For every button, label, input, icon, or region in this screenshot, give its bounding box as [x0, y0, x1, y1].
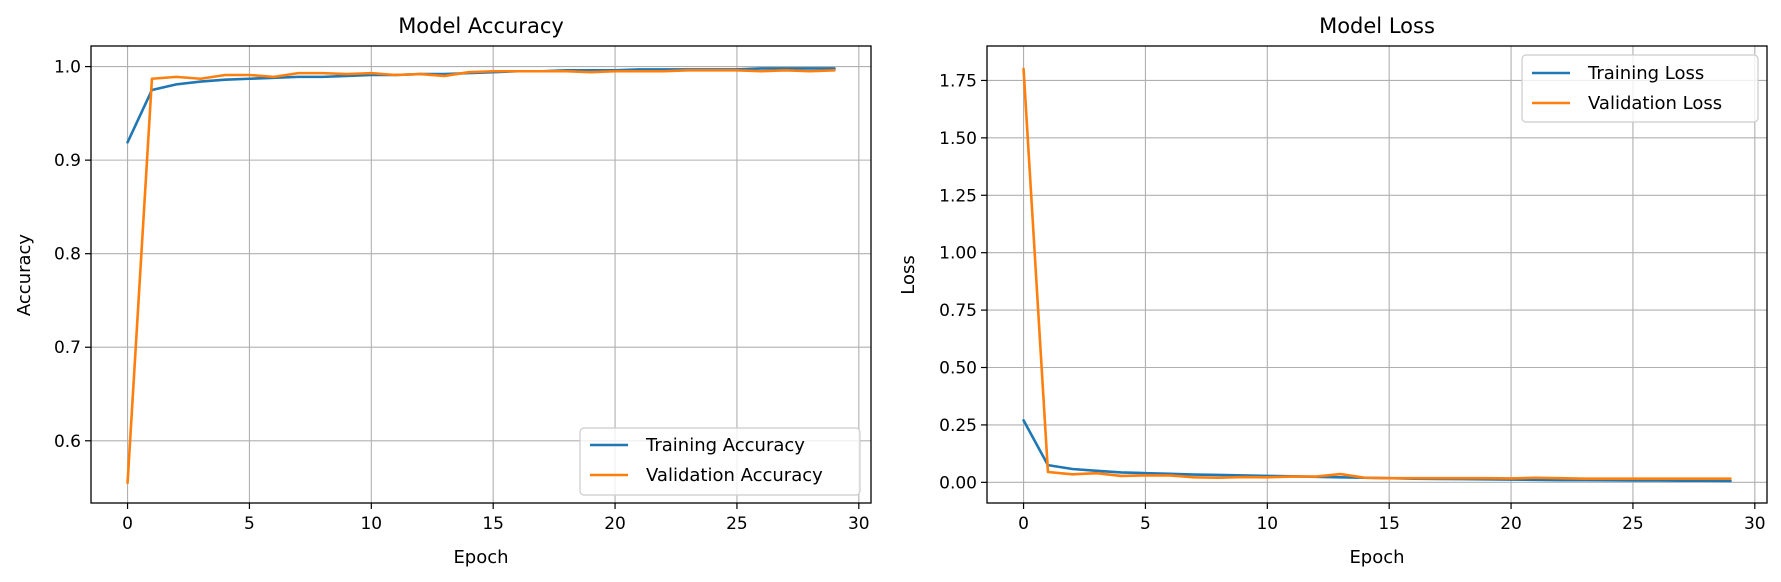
legend-training-accuracy-label: Training Accuracy	[645, 435, 805, 456]
loss-legend: Training Loss Validation Loss	[1521, 54, 1759, 123]
accuracy-x-ticks: 0 5 10 15 20 25 30	[122, 503, 870, 534]
loss-plot-frame	[986, 45, 1768, 504]
loss-y-tick-label: 0.50	[939, 359, 977, 379]
validation-accuracy-line	[126, 69, 836, 485]
loss-x-tick-label: 25	[1622, 514, 1644, 534]
loss-y-tick-label: 1.00	[939, 244, 977, 264]
loss-chart-title: Model Loss	[1319, 14, 1435, 38]
loss-x-tick-label: 15	[1378, 514, 1400, 534]
legend-validation-loss-label: Validation Loss	[1588, 93, 1722, 114]
legend-training-loss-label: Training Loss	[1587, 63, 1704, 84]
legend-validation-accuracy-label: Validation Accuracy	[646, 465, 823, 486]
accuracy-y-tick-label: 0.9	[54, 151, 81, 171]
accuracy-y-tick-label: 1.0	[54, 58, 81, 78]
accuracy-x-tick-label: 20	[604, 514, 626, 534]
loss-x-tick-label: 0	[1018, 514, 1029, 534]
accuracy-x-tick-label: 5	[244, 514, 255, 534]
loss-chart: Model Loss 0 5 10 15 20 25 30 0.00 0.25 0.50 0.75…	[898, 14, 1768, 568]
accuracy-x-tick-label: 25	[726, 514, 748, 534]
loss-y-tick-label: 1.25	[939, 186, 977, 206]
accuracy-y-axis-label: Accuracy	[14, 234, 35, 317]
loss-x-tick-label: 20	[1500, 514, 1522, 534]
loss-x-axis-label: Epoch	[1349, 547, 1404, 568]
accuracy-grid	[91, 46, 871, 503]
accuracy-legend-box	[579, 427, 861, 496]
loss-x-ticks: 0 5 10 15 20 25 30	[1018, 503, 1766, 534]
loss-y-tick-label: 1.75	[939, 71, 977, 91]
accuracy-y-tick-label: 0.8	[54, 245, 81, 265]
loss-y-tick-label: 0.75	[939, 301, 977, 321]
accuracy-y-tick-label: 0.7	[54, 338, 81, 358]
accuracy-y-tick-label: 0.6	[54, 432, 81, 452]
loss-y-ticks: 0.00 0.25 0.50 0.75 1.00 1.25 1.50 1.75	[939, 71, 987, 493]
accuracy-plot-frame	[90, 45, 872, 504]
accuracy-x-axis-label: Epoch	[453, 547, 508, 568]
accuracy-x-tick-label: 30	[848, 514, 870, 534]
accuracy-chart-title: Model Accuracy	[398, 14, 564, 38]
accuracy-x-tick-label: 15	[482, 514, 504, 534]
accuracy-lines	[126, 67, 836, 485]
loss-y-tick-label: 0.25	[939, 416, 977, 436]
accuracy-legend: Training Accuracy Validation Accuracy	[579, 427, 861, 496]
loss-legend-box	[1521, 54, 1759, 123]
loss-x-tick-label: 10	[1256, 514, 1278, 534]
accuracy-y-ticks: 0.6 0.7 0.8 0.9 1.0	[54, 58, 91, 452]
loss-y-axis-label: Loss	[898, 255, 919, 294]
loss-y-tick-label: 0.00	[939, 473, 977, 493]
validation-loss-line	[1022, 67, 1732, 480]
accuracy-chart: Model Accuracy 0 5 10 15 20 25 30 0.6 0.7 0.8 0.9…	[14, 14, 872, 568]
accuracy-x-tick-label: 0	[122, 514, 133, 534]
loss-lines	[1022, 67, 1732, 483]
loss-x-tick-label: 30	[1744, 514, 1766, 534]
accuracy-x-tick-label: 10	[360, 514, 382, 534]
loss-x-tick-label: 5	[1140, 514, 1151, 534]
loss-y-tick-label: 1.50	[939, 129, 977, 149]
